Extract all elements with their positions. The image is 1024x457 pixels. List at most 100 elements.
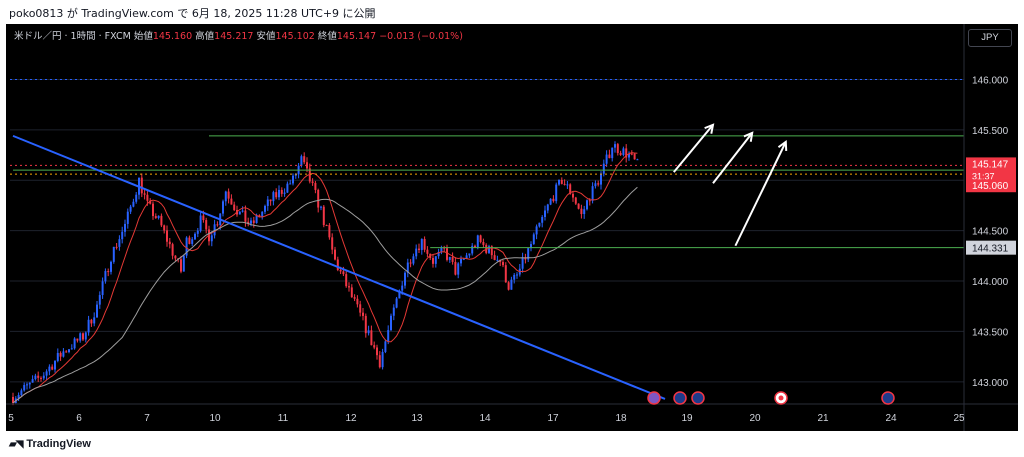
candle-body <box>222 201 224 214</box>
candle-body <box>633 153 636 160</box>
candle-body <box>460 258 462 264</box>
candle-body <box>362 312 364 316</box>
us-flag-icon <box>691 391 705 405</box>
candle-body <box>311 181 314 183</box>
candle-body <box>107 271 110 273</box>
candle-body <box>93 317 96 324</box>
candle-body <box>202 215 205 221</box>
currency-button[interactable]: JPY <box>968 29 1012 47</box>
ma-fast-line <box>12 152 638 404</box>
tradingview-logo[interactable]: ▰◥ TradingView <box>9 438 91 450</box>
candle-body <box>174 255 177 259</box>
last-price-label: 145.147 <box>972 159 1009 170</box>
candle-body <box>622 148 625 155</box>
candle-body <box>471 245 474 254</box>
candle-body <box>614 144 616 148</box>
candle-body <box>252 220 255 223</box>
candle-body <box>210 235 213 242</box>
close-label: 終値 <box>317 31 337 42</box>
candle-body <box>628 153 630 158</box>
candle-body <box>404 272 406 286</box>
candle-body <box>79 333 82 341</box>
low-value: 145.102 <box>275 31 315 42</box>
x-tick-label: 18 <box>615 413 627 424</box>
candle-body <box>132 201 135 207</box>
candle-body <box>180 259 182 272</box>
projection-arrow <box>673 124 714 173</box>
candle-body <box>294 174 297 176</box>
candle-body <box>160 215 163 226</box>
candle-body <box>264 205 266 212</box>
open-label: 始値 <box>133 31 153 42</box>
candle-body <box>496 259 499 261</box>
candle-body <box>544 210 546 217</box>
candle-body <box>59 352 62 357</box>
publish-info: poko0813 が TradingView.com で 6月 18, 2025… <box>9 7 376 20</box>
candle-body <box>227 191 230 199</box>
candle-body <box>238 211 241 215</box>
x-tick-label: 24 <box>885 413 897 424</box>
candle-body <box>143 193 146 195</box>
candle-body <box>616 144 619 153</box>
candle-body <box>527 248 530 260</box>
projection-arrow <box>734 141 787 247</box>
projection-arrow <box>712 132 753 184</box>
candle-body <box>434 256 437 264</box>
candle-body <box>339 269 342 272</box>
candle-body <box>121 231 124 240</box>
candle-body <box>20 390 23 395</box>
candle-body <box>336 259 339 270</box>
candle-body <box>140 177 143 194</box>
candle-body <box>420 238 423 250</box>
candle-body <box>457 263 460 275</box>
candle-body <box>70 348 73 350</box>
candle-body <box>373 345 376 348</box>
candle-body <box>510 279 513 290</box>
x-tick-label: 19 <box>681 413 693 424</box>
candle-body <box>48 366 51 372</box>
candle-body <box>51 366 54 370</box>
candle-body <box>353 297 356 299</box>
x-tick-label: 13 <box>411 413 423 424</box>
candle-body <box>42 375 45 379</box>
candle-body <box>378 355 381 368</box>
candle-body <box>182 255 185 272</box>
candle-body <box>278 189 280 198</box>
candle-body <box>384 341 387 352</box>
japan-flag-sun <box>778 395 784 401</box>
y-tick-label: 146.000 <box>972 75 1009 86</box>
candle-body <box>230 198 233 205</box>
candle-body <box>126 211 129 224</box>
projection-arrowhead <box>743 131 754 142</box>
candle-body <box>423 238 426 250</box>
candle-body <box>563 183 566 185</box>
candle-body <box>154 216 157 219</box>
price-label-145060: 145.060 <box>972 181 1009 192</box>
chart-area[interactable]: 146.000145.500145.000144.500144.000143.5… <box>6 24 1018 431</box>
lightning-icon <box>647 391 661 405</box>
candle-body <box>26 384 28 386</box>
candle-body <box>516 274 518 276</box>
candle-body <box>602 163 605 174</box>
candle-body <box>546 204 549 211</box>
chart-canvas[interactable]: 146.000145.500145.000144.500144.000143.5… <box>6 24 1018 431</box>
candle-body <box>608 154 611 159</box>
candle-body <box>569 184 572 194</box>
candle-body <box>597 183 600 185</box>
publish-bar: poko0813 が TradingView.com で 6月 18, 2025… <box>0 0 1024 24</box>
candle-body <box>446 248 448 260</box>
tradingview-logo-icon: ▰◥ <box>9 438 23 450</box>
x-tick-label: 11 <box>278 413 289 424</box>
candle-body <box>490 246 493 256</box>
candle-body <box>406 262 409 273</box>
candle-body <box>476 235 479 248</box>
candle-body <box>269 199 272 202</box>
projection-arrowhead <box>704 123 715 134</box>
candle-body <box>636 159 639 161</box>
candle-body <box>213 224 216 236</box>
candle-body <box>244 210 247 222</box>
candle-body <box>163 225 166 231</box>
candle-body <box>390 315 392 331</box>
candle-body <box>196 230 199 234</box>
x-tick-label: 20 <box>749 413 761 424</box>
